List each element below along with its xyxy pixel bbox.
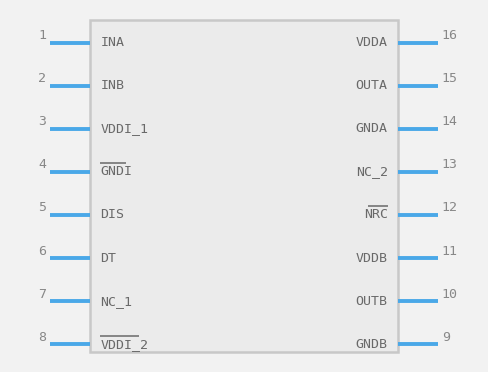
Text: VDDI_2: VDDI_2 [100, 338, 148, 350]
Text: 6: 6 [38, 244, 46, 257]
Text: 9: 9 [442, 331, 450, 344]
Text: 2: 2 [38, 72, 46, 85]
Text: 12: 12 [442, 202, 458, 215]
Text: DT: DT [100, 251, 116, 264]
Text: 16: 16 [442, 29, 458, 42]
Text: 3: 3 [38, 115, 46, 128]
Text: INB: INB [100, 79, 124, 92]
Text: 7: 7 [38, 288, 46, 301]
Text: DIS: DIS [100, 208, 124, 221]
Text: 5: 5 [38, 202, 46, 215]
Text: OUTA: OUTA [356, 79, 388, 92]
Text: GNDA: GNDA [356, 122, 388, 135]
Text: NRC: NRC [364, 208, 388, 221]
Bar [90, 20, 398, 352]
Text: VDDB: VDDB [356, 251, 388, 264]
Text: 4: 4 [38, 158, 46, 171]
Text: 15: 15 [442, 72, 458, 85]
Text: 1: 1 [38, 29, 46, 42]
Text: GNDB: GNDB [356, 338, 388, 350]
Text: NC_2: NC_2 [356, 166, 388, 179]
Text: GNDI: GNDI [100, 166, 132, 179]
Text: OUTB: OUTB [356, 295, 388, 308]
Text: 13: 13 [442, 158, 458, 171]
Text: NC_1: NC_1 [100, 295, 132, 308]
Text: VDDA: VDDA [356, 36, 388, 49]
Text: 14: 14 [442, 115, 458, 128]
Text: INA: INA [100, 36, 124, 49]
Text: VDDI_1: VDDI_1 [100, 122, 148, 135]
Text: 8: 8 [38, 331, 46, 344]
Text: 11: 11 [442, 244, 458, 257]
Text: 10: 10 [442, 288, 458, 301]
